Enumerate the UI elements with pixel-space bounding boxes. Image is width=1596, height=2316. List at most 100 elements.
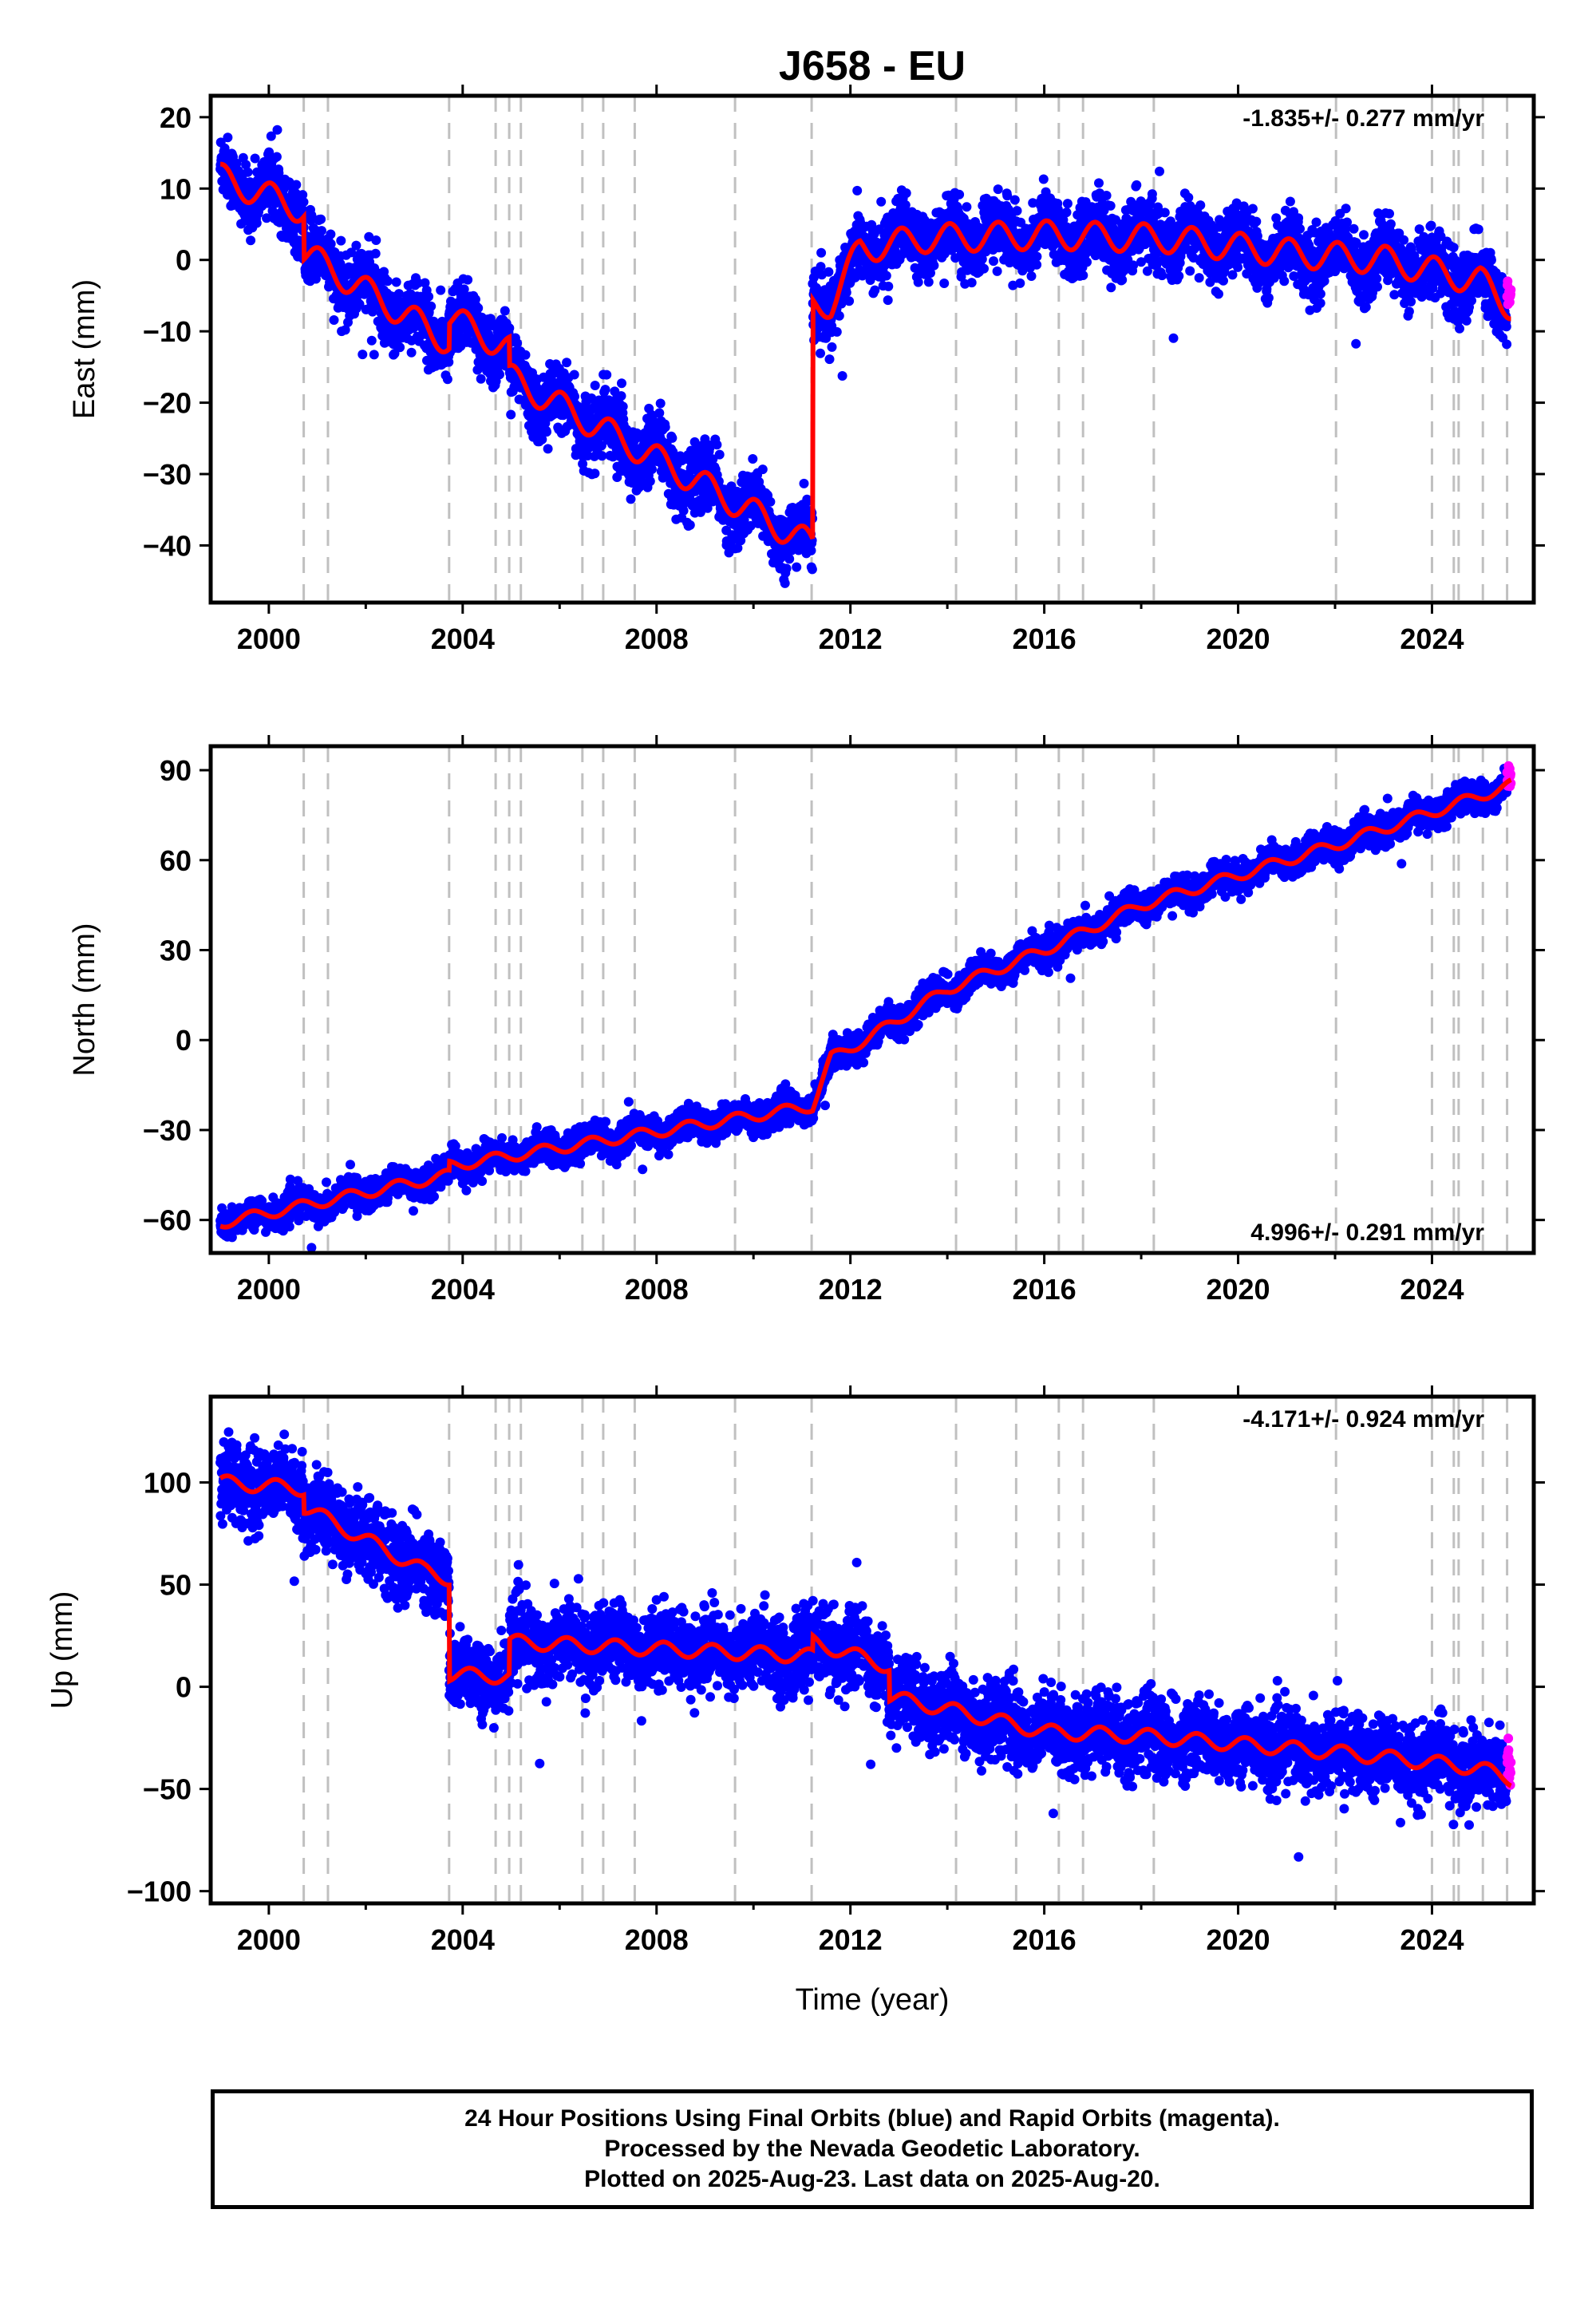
data-point <box>827 342 837 352</box>
data-point <box>340 325 350 335</box>
data-point <box>883 281 894 291</box>
data-point <box>1157 271 1167 281</box>
data-point <box>966 278 977 288</box>
panel-east: 2000 2004 2008 2012 2016 2020 202420100−10−20−… <box>68 85 1545 655</box>
data-point <box>463 275 473 285</box>
data-point <box>714 449 725 460</box>
data-point <box>391 277 401 287</box>
data-point <box>712 440 722 450</box>
data-point <box>354 299 365 310</box>
data-point <box>616 391 626 401</box>
data-point <box>600 385 610 395</box>
data-point <box>279 184 289 194</box>
data-point <box>929 260 939 271</box>
data-point <box>837 371 847 381</box>
data-point <box>654 408 665 418</box>
data-point <box>1174 271 1184 281</box>
data-point <box>645 476 655 486</box>
data-point <box>504 323 515 334</box>
data-point <box>881 271 891 281</box>
data-point <box>274 168 284 178</box>
data-point <box>495 370 504 380</box>
data-point <box>291 180 302 190</box>
data-point <box>1233 262 1243 272</box>
data-point <box>1214 289 1223 299</box>
data-point <box>1183 192 1194 203</box>
data-point <box>251 218 262 228</box>
data-point <box>537 434 547 445</box>
data-point <box>816 348 825 358</box>
data-point <box>442 374 452 385</box>
data-point <box>841 287 851 298</box>
data-point <box>590 468 600 479</box>
data-point <box>883 295 893 306</box>
data-point <box>223 132 233 143</box>
data-point <box>832 326 842 337</box>
data-point <box>1105 200 1116 211</box>
data-point <box>1185 266 1195 276</box>
data-point <box>1295 223 1305 234</box>
panels-group: 2000 2004 2008 2012 2016 2020 202420100−10−20−… <box>45 85 1545 1956</box>
data-point <box>979 263 989 274</box>
data-point <box>901 188 911 198</box>
data-point <box>259 156 270 167</box>
data-point <box>1032 259 1042 270</box>
data-point <box>1251 216 1262 227</box>
data-point <box>262 213 272 223</box>
final-orbit-points <box>215 124 1512 588</box>
data-point <box>590 381 600 390</box>
data-point <box>326 229 336 239</box>
data-point <box>954 189 965 200</box>
data-point <box>1026 271 1037 281</box>
data-point <box>369 350 379 360</box>
data-point <box>562 358 572 368</box>
data-point <box>241 160 251 170</box>
data-point <box>569 370 579 380</box>
data-point <box>444 357 454 367</box>
data-point <box>647 464 657 474</box>
data-point <box>420 278 430 288</box>
data-point <box>364 231 374 242</box>
data-point <box>367 306 377 317</box>
data-point <box>455 325 465 334</box>
data-point <box>1101 191 1112 200</box>
data-point <box>326 239 336 249</box>
data-point <box>298 190 308 200</box>
data-point <box>394 289 404 299</box>
data-point <box>626 494 636 504</box>
data-point <box>1219 275 1228 286</box>
data-point <box>570 391 579 401</box>
data-point <box>757 464 768 475</box>
data-point <box>382 276 393 287</box>
data-point <box>824 354 835 365</box>
data-point <box>834 310 844 321</box>
data-point <box>602 370 612 380</box>
data-point <box>1285 196 1295 207</box>
data-point <box>962 202 972 212</box>
data-point <box>272 124 282 135</box>
data-point <box>476 373 486 384</box>
data-point <box>1195 200 1206 211</box>
data-point <box>406 347 417 358</box>
data-point <box>243 167 253 177</box>
data-point <box>351 240 361 251</box>
data-point <box>506 409 516 420</box>
data-point <box>1247 204 1258 214</box>
data-point <box>1061 207 1072 218</box>
data-point <box>1194 273 1204 283</box>
data-point <box>1294 213 1304 223</box>
data-point <box>876 196 887 207</box>
data-point <box>1012 206 1022 216</box>
data-point <box>358 350 368 360</box>
data-point <box>844 296 855 306</box>
data-point <box>316 214 326 224</box>
data-point <box>542 427 551 437</box>
data-point <box>266 131 276 141</box>
data-point <box>371 235 381 245</box>
data-point <box>781 563 792 574</box>
data-point <box>250 153 260 164</box>
data-point <box>473 303 484 313</box>
data-point <box>424 291 434 302</box>
data-point <box>459 284 469 294</box>
